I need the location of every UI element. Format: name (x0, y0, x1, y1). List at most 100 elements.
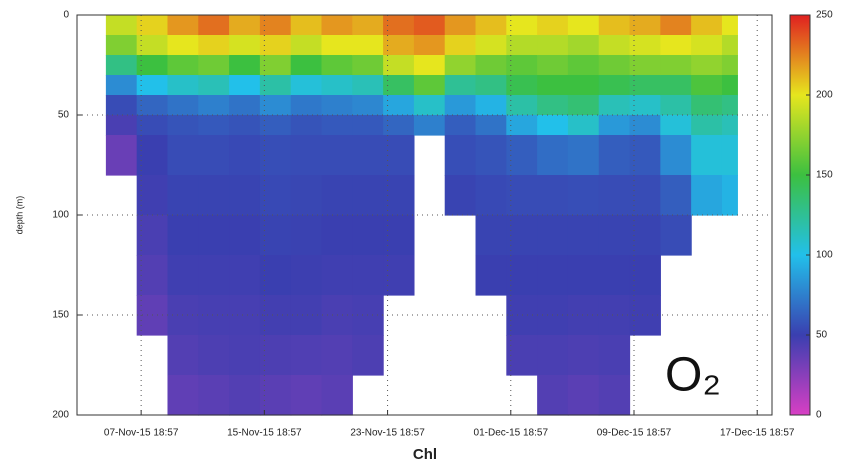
heatmap-cell (352, 215, 384, 256)
heatmap-cell (598, 75, 631, 96)
colorbar-tick-label: 0 (816, 410, 822, 421)
x-tick-label: 23-Nov-15 18:57 (350, 428, 425, 439)
heatmap-cell (136, 55, 169, 76)
heatmap-cell (259, 115, 292, 136)
heatmap-cell (136, 115, 169, 136)
heatmap-cell (198, 75, 230, 96)
heatmap-cell (567, 115, 600, 136)
heatmap-cell (352, 175, 384, 216)
heatmap-cell (290, 95, 323, 116)
heatmap-cell (660, 35, 692, 56)
heatmap-cell (660, 55, 692, 76)
heatmap-cell (475, 215, 507, 256)
heatmap-cell (537, 255, 569, 296)
heatmap-cell (413, 55, 446, 76)
heatmap-cell (691, 55, 723, 76)
heatmap-cell (229, 75, 261, 96)
heatmap-cell (506, 95, 538, 116)
heatmap-cell (537, 15, 569, 36)
heatmap-cell (290, 15, 323, 36)
heatmap-cell (691, 15, 723, 36)
heatmap-cell (352, 75, 384, 96)
heatmap-cell (229, 135, 261, 176)
heatmap-cell (506, 135, 538, 176)
heatmap-cell (136, 15, 169, 36)
heatmap-cell (721, 55, 738, 76)
heatmap-cell (475, 255, 507, 296)
heatmap-cell (475, 55, 507, 76)
heatmap-cell (167, 35, 199, 56)
heatmap-cell (598, 255, 631, 296)
colorbar-tick-label: 250 (816, 10, 833, 21)
heatmap-cell (167, 75, 199, 96)
heatmap-cell (537, 55, 569, 76)
colorbar-tick-label: 50 (816, 330, 828, 341)
heatmap-cell (413, 95, 446, 116)
heatmap-cell (444, 15, 477, 36)
heatmap-cell (629, 55, 661, 76)
colorbar (789, 14, 811, 416)
heatmap-cell (321, 115, 353, 136)
chart-title: Chl (413, 446, 437, 463)
plot-frame (76, 14, 773, 416)
heatmap-cell (290, 295, 323, 336)
heatmap-cell (136, 95, 169, 116)
heatmap-cell (444, 75, 477, 96)
heatmap-cell (567, 55, 600, 76)
heatmap-cell (598, 135, 631, 176)
heatmap-cell (259, 335, 292, 376)
y-tick-label: 50 (58, 110, 70, 121)
heatmap-cell (660, 135, 692, 176)
heatmap-cell (259, 375, 292, 416)
heatmap-cell (383, 35, 415, 56)
heatmap-cell (537, 115, 569, 136)
heatmap-cell (136, 35, 169, 56)
heatmap-cell (290, 215, 323, 256)
heatmap-cell (290, 375, 323, 416)
heatmap-cell (321, 335, 353, 376)
heatmap-cell (598, 375, 631, 416)
heatmap-cell (444, 35, 477, 56)
heatmap-cell (229, 95, 261, 116)
heatmap-cell (567, 375, 600, 416)
heatmap-cell (444, 175, 477, 216)
colorbar-tick-label: 150 (816, 170, 833, 181)
heatmap-cell (598, 215, 631, 256)
heatmap-cell (506, 35, 538, 56)
heatmap-cell (290, 255, 323, 296)
heatmap-cell (198, 215, 230, 256)
y-tick-label: 0 (63, 10, 69, 21)
heatmap-cell (259, 215, 292, 256)
heatmap-cell (229, 335, 261, 376)
y-tick-label: 100 (52, 210, 69, 221)
x-tick-label: 07-Nov-15 18:57 (104, 428, 179, 439)
heatmap-cell (567, 175, 600, 216)
heatmap-cell (567, 75, 600, 96)
heatmap-cell (352, 95, 384, 116)
heatmap-cell (321, 55, 353, 76)
heatmap-cell (537, 95, 569, 116)
heatmap-cell (629, 135, 661, 176)
heatmap-cell (537, 375, 569, 416)
y-axis-label: depth (m) (14, 196, 24, 235)
heatmap-cell (321, 375, 353, 416)
heatmap-cell (290, 115, 323, 136)
heatmap-cell (198, 335, 230, 376)
heatmap-cell (229, 215, 261, 256)
heatmap-cell (167, 375, 199, 416)
heatmap-cell (167, 135, 199, 176)
heatmap-cell (383, 95, 415, 116)
heatmap-cell (290, 135, 323, 176)
heatmap-cell (321, 135, 353, 176)
heatmap-cell (321, 215, 353, 256)
heatmap-cell (660, 175, 692, 216)
heatmap-cell (198, 295, 230, 336)
heatmap-cell (136, 215, 169, 256)
heatmap-cell (229, 295, 261, 336)
heatmap-cell (136, 255, 169, 296)
heatmap-cell (506, 15, 538, 36)
heatmap-cell (198, 135, 230, 176)
heatmap-cell (136, 75, 169, 96)
heatmap-cell (167, 255, 199, 296)
heatmap-cell (105, 135, 138, 176)
